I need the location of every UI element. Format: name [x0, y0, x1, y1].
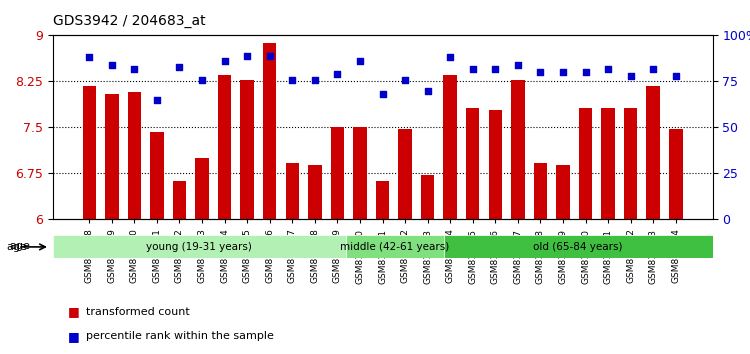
Text: GDS3942 / 204683_at: GDS3942 / 204683_at — [53, 14, 205, 28]
Bar — [646, 86, 660, 354]
Point — [580, 69, 592, 75]
Bar — [443, 75, 457, 354]
Bar — [376, 182, 389, 354]
Bar — [263, 44, 277, 354]
Bar — [556, 165, 570, 354]
Point — [106, 62, 118, 68]
Bar — [241, 80, 254, 354]
Bar — [82, 86, 96, 354]
Bar — [217, 75, 231, 354]
Point — [647, 66, 659, 72]
Bar — [172, 182, 186, 354]
Text: age: age — [6, 242, 27, 252]
Bar — [579, 108, 592, 354]
Point — [602, 66, 614, 72]
Point — [196, 77, 208, 82]
Point — [444, 55, 456, 60]
Point — [354, 58, 366, 64]
Bar — [624, 108, 638, 354]
Bar — [195, 158, 208, 354]
Bar — [105, 94, 118, 354]
Text: young (19-31 years): young (19-31 years) — [146, 242, 252, 252]
Text: old (65-84 years): old (65-84 years) — [533, 242, 622, 252]
Point — [83, 55, 95, 60]
Point — [309, 77, 321, 82]
Point — [173, 64, 185, 69]
Point — [466, 66, 478, 72]
Bar — [286, 163, 299, 354]
Point — [670, 73, 682, 79]
Bar — [669, 129, 682, 354]
Point — [512, 62, 524, 68]
Point — [151, 97, 163, 103]
Point — [242, 53, 254, 58]
Text: age: age — [9, 241, 30, 251]
Bar — [602, 108, 615, 354]
Text: ■: ■ — [68, 330, 80, 343]
FancyBboxPatch shape — [346, 235, 443, 258]
Bar — [511, 80, 524, 354]
Text: ■: ■ — [68, 305, 80, 318]
Bar — [150, 132, 164, 354]
Point — [557, 69, 569, 75]
Bar — [353, 127, 367, 354]
Point — [376, 91, 388, 97]
Point — [264, 53, 276, 58]
Point — [218, 58, 230, 64]
Text: percentile rank within the sample: percentile rank within the sample — [86, 331, 274, 341]
Text: middle (42-61 years): middle (42-61 years) — [340, 242, 449, 252]
Point — [332, 71, 344, 77]
Bar — [466, 108, 479, 354]
Point — [625, 73, 637, 79]
Point — [399, 77, 411, 82]
Bar — [534, 163, 548, 354]
Bar — [488, 110, 502, 354]
Text: transformed count: transformed count — [86, 307, 190, 316]
FancyBboxPatch shape — [443, 235, 712, 258]
Point — [535, 69, 547, 75]
FancyBboxPatch shape — [53, 235, 346, 258]
Bar — [331, 127, 344, 354]
Bar — [128, 92, 141, 354]
Point — [128, 66, 140, 72]
Bar — [421, 175, 434, 354]
Bar — [398, 129, 412, 354]
Point — [489, 66, 501, 72]
Bar — [308, 165, 322, 354]
Point — [422, 88, 434, 93]
Point — [286, 77, 298, 82]
